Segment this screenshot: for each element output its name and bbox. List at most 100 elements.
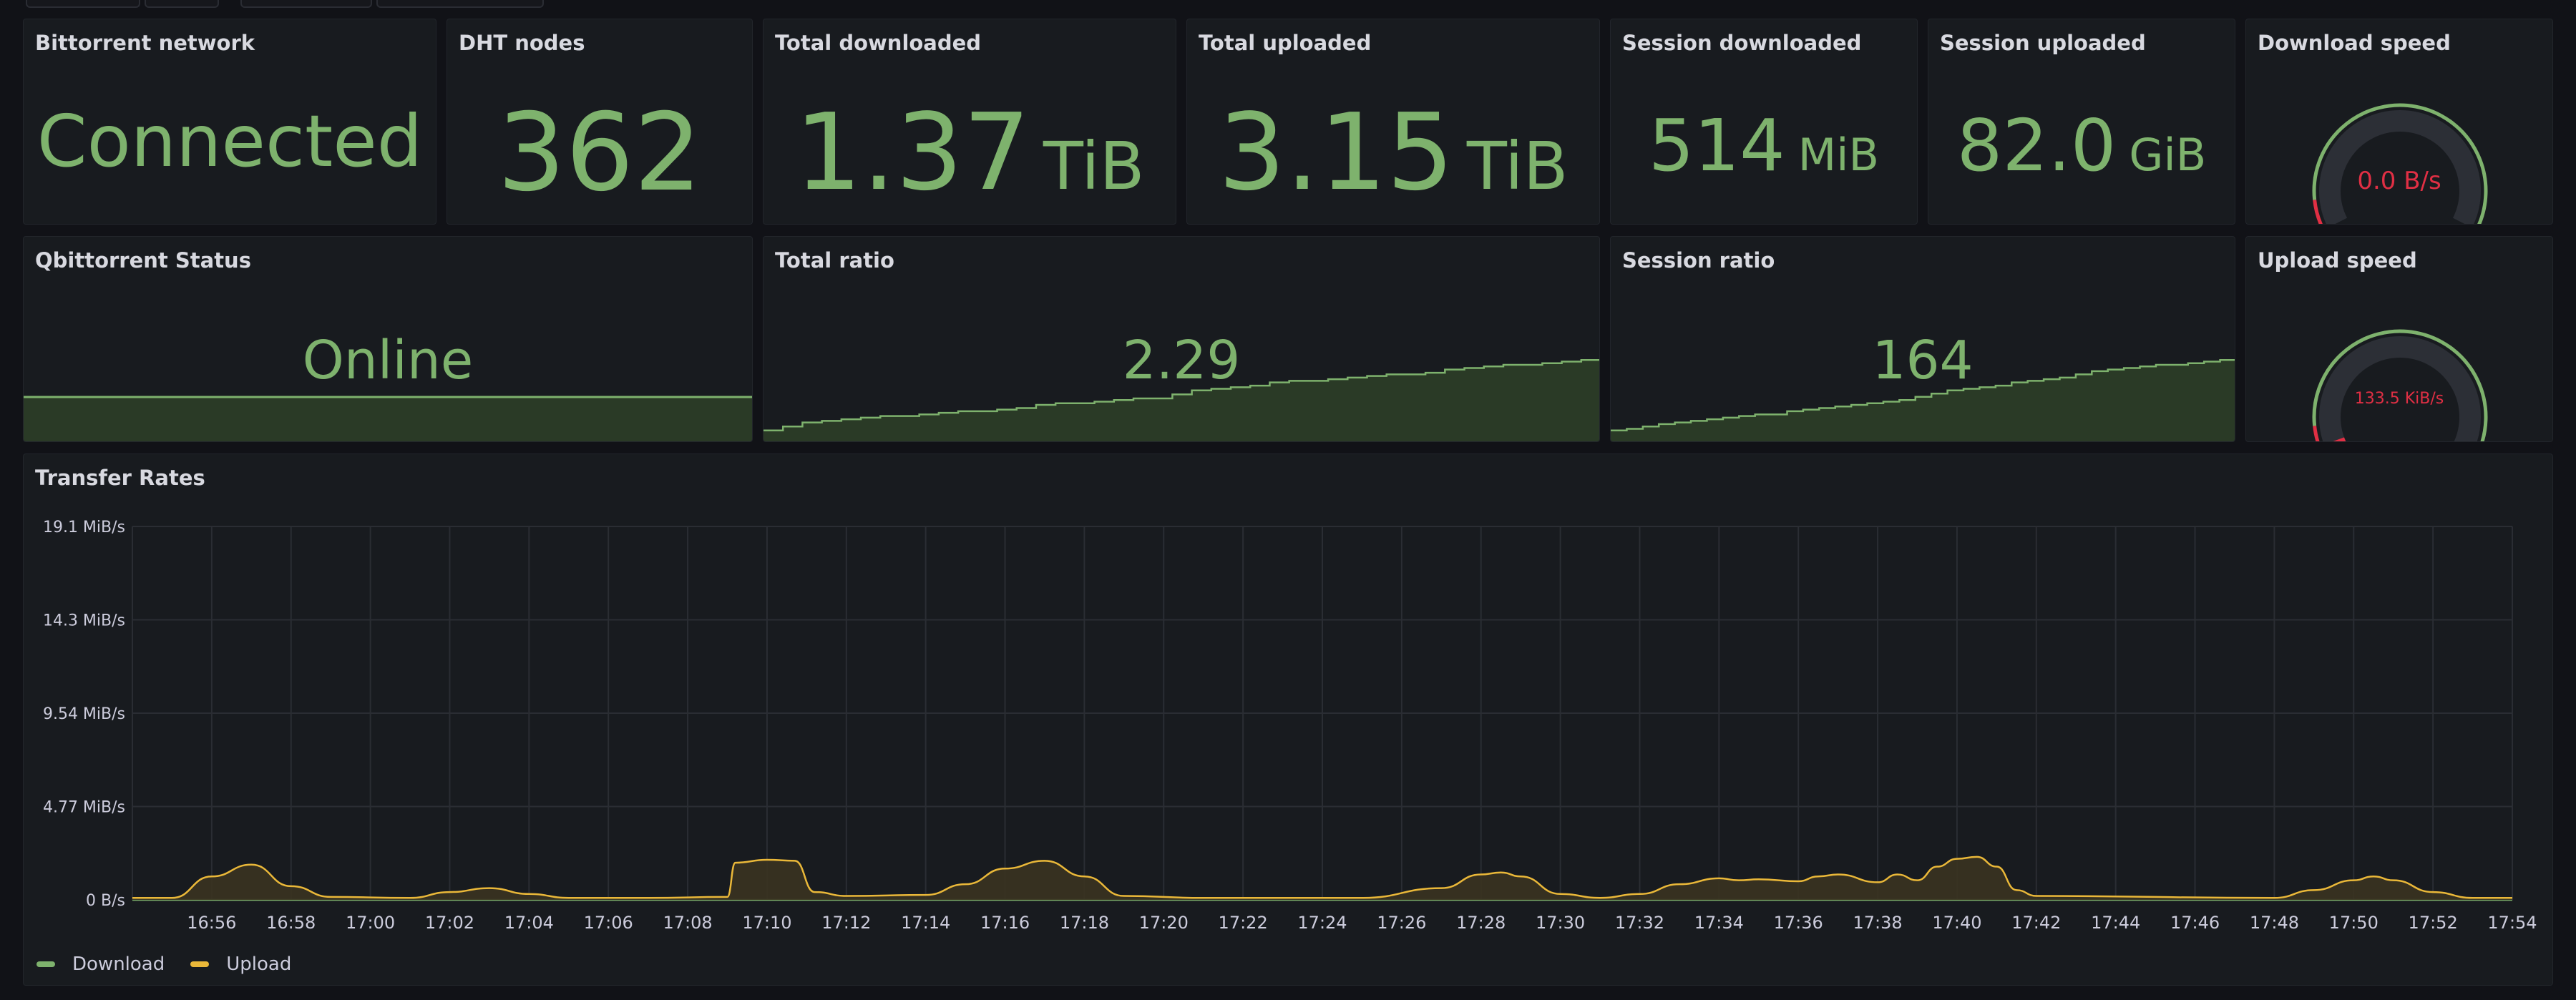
x-tick-label: 17:18	[1060, 913, 1109, 933]
top-toolbar-tab[interactable]	[240, 0, 372, 8]
value-unit: MiB	[1797, 129, 1880, 181]
panel-title: Transfer Rates	[35, 466, 205, 490]
panel-total-ratio[interactable]: Total ratio 2.29	[763, 236, 1600, 442]
value-number: 82.0	[1956, 104, 2117, 187]
legend-item-upload[interactable]: Upload	[190, 954, 291, 975]
panel-title: Session downloaded	[1622, 31, 1862, 55]
x-tick-label: 17:10	[742, 913, 791, 933]
x-tick-label: 17:12	[821, 913, 871, 933]
legend-swatch-upload	[190, 961, 210, 967]
x-tick-label: 16:56	[187, 913, 236, 933]
x-tick-label: 17:40	[1932, 913, 1981, 933]
panel-title: Session ratio	[1622, 248, 1775, 273]
panel-title: Total downloaded	[775, 31, 982, 55]
session-ratio-sparkline	[1611, 358, 2235, 441]
value-number: 3.15	[1218, 91, 1454, 214]
sparkline-line	[1611, 358, 2235, 432]
x-tick-label: 17:34	[1694, 913, 1744, 933]
y-tick-label: 0 B/s	[86, 892, 125, 910]
legend-item-download[interactable]: Download	[36, 954, 165, 975]
panel-dht-nodes[interactable]: DHT nodes 362	[447, 19, 753, 225]
chart-legend: Download Upload	[36, 954, 317, 975]
panel-bittorrent-network[interactable]: Bittorrent network Connected	[23, 19, 436, 225]
x-tick-label: 17:32	[1615, 913, 1664, 933]
gauge-threshold-green	[2312, 329, 2488, 441]
gauge-threshold-green	[2312, 103, 2488, 224]
sparkline-area	[763, 360, 1599, 441]
gauge-track	[2319, 110, 2481, 224]
session-downloaded-value: 514 MiB	[1611, 104, 1917, 187]
panel-title: Total uploaded	[1199, 31, 1372, 55]
session-uploaded-value: 82.0 GiB	[1928, 104, 2235, 187]
top-toolbar-tab[interactable]	[26, 0, 140, 8]
panel-title: Download speed	[2258, 31, 2451, 55]
x-tick-label: 17:30	[1536, 913, 1585, 933]
x-tick-label: 17:22	[1219, 913, 1268, 933]
panel-download-speed[interactable]: Download speed 0.0 B/s	[2245, 19, 2553, 225]
y-tick-label: 14.3 MiB/s	[43, 612, 125, 630]
panel-title: Total ratio	[775, 248, 894, 273]
x-tick-label: 17:54	[2487, 913, 2537, 933]
panel-title: Bittorrent network	[35, 31, 255, 55]
x-tick-label: 17:20	[1139, 913, 1189, 933]
download-speed-gauge	[2312, 103, 2488, 224]
gauge-threshold-red	[2313, 426, 2320, 441]
x-tick-label: 17:44	[2091, 913, 2140, 933]
y-tick-label: 19.1 MiB/s	[43, 519, 125, 536]
gauge-threshold-red	[2313, 200, 2323, 224]
panel-session-downloaded[interactable]: Session downloaded 514 MiB	[1610, 19, 1918, 225]
upload-speed-value: 133.5 KiB/s	[2354, 390, 2444, 408]
dht-nodes-value: 362	[497, 91, 703, 215]
top-toolbar-tab[interactable]	[376, 0, 544, 8]
upload-speed-gauge	[2312, 329, 2488, 441]
panel-transfer-rates[interactable]: Transfer Rates 19.1 MiB/s 14.3 MiB/s 9.54 …	[23, 454, 2553, 986]
panel-title: Upload speed	[2258, 248, 2417, 273]
x-tick-label: 17:42	[2011, 913, 2061, 933]
value-unit: TiB	[1043, 128, 1145, 205]
total-ratio-sparkline	[763, 358, 1599, 441]
sparkline-area	[1611, 360, 2235, 441]
x-tick-label: 17:28	[1456, 913, 1506, 933]
legend-swatch-download	[36, 961, 55, 967]
panel-session-ratio[interactable]: Session ratio 164	[1610, 236, 2235, 442]
qbittorrent-status-value: Online	[302, 330, 474, 391]
panel-session-uploaded[interactable]: Session uploaded 82.0 GiB	[1928, 19, 2235, 225]
transfer-rates-chart: 19.1 MiB/s 14.3 MiB/s 9.54 MiB/s 4.77 MiB/s…	[43, 519, 2537, 933]
sparkline-line	[763, 358, 1599, 432]
total-downloaded-value: 1.37 TiB	[763, 91, 1176, 214]
panel-title: Session uploaded	[1940, 31, 2146, 55]
value-unit: TiB	[1466, 128, 1568, 205]
x-tick-label: 17:38	[1853, 913, 1902, 933]
network-status-value: Connected	[36, 99, 423, 183]
panel-title: DHT nodes	[459, 31, 585, 55]
status-sparkline	[24, 396, 752, 441]
x-tick-label: 17:26	[1377, 913, 1426, 933]
panel-upload-speed[interactable]: Upload speed 133.5 KiB/s	[2245, 236, 2553, 442]
value-number: 514	[1648, 104, 1785, 187]
panel-total-downloaded[interactable]: Total downloaded 1.37 TiB	[763, 19, 1176, 225]
total-uploaded-value: 3.15 TiB	[1187, 91, 1599, 214]
x-tick-label: 16:58	[266, 913, 316, 933]
x-tick-label: 17:46	[2170, 913, 2220, 933]
x-tick-label: 17:50	[2329, 913, 2379, 933]
x-tick-label: 17:06	[584, 913, 633, 933]
x-tick-label: 17:24	[1297, 913, 1347, 933]
top-toolbar-tab[interactable]	[145, 0, 219, 8]
series-line-upload	[132, 856, 2512, 899]
panel-qbittorrent-status[interactable]: Qbittorrent Status Online	[23, 236, 753, 442]
session-ratio-value: 164	[1872, 330, 1974, 391]
value-number: 1.37	[794, 91, 1030, 214]
x-tick-label: 17:52	[2409, 913, 2458, 933]
x-tick-label: 17:48	[2250, 913, 2299, 933]
legend-label: Upload	[226, 954, 292, 975]
panel-title: Qbittorrent Status	[35, 248, 251, 273]
legend-label: Download	[72, 954, 165, 975]
panel-total-uploaded[interactable]: Total uploaded 3.15 TiB	[1186, 19, 1600, 225]
x-tick-label: 17:00	[346, 913, 395, 933]
x-tick-label: 17:16	[980, 913, 1030, 933]
x-tick-label: 17:02	[425, 913, 474, 933]
status-area-fill	[24, 397, 752, 441]
y-tick-label: 9.54 MiB/s	[43, 705, 125, 723]
x-tick-label: 17:36	[1774, 913, 1823, 933]
series-area-upload	[132, 856, 2512, 900]
